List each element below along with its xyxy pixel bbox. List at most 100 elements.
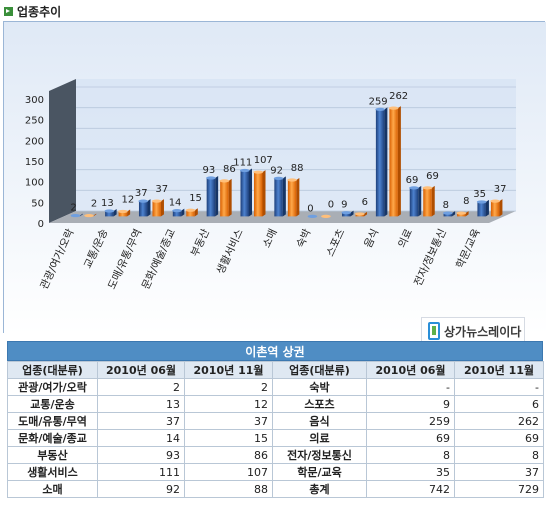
bar-side <box>181 208 185 217</box>
chart-side-wall <box>49 79 76 223</box>
bar-top <box>219 179 230 183</box>
bar <box>220 180 229 217</box>
bar-side <box>384 107 388 217</box>
bar-top <box>341 211 352 215</box>
arrow-bullet-icon <box>4 6 13 16</box>
bar-side <box>249 168 253 217</box>
bar <box>138 201 148 217</box>
bar-side <box>499 199 503 217</box>
value-cell: 69 <box>366 429 455 447</box>
y-tick-label: 200 <box>25 136 44 147</box>
chart-panel: 0 50 100 150 200 250 300 2 2 관광/여가/오락 13 12 교통/운송 37 3… <box>3 21 546 345</box>
category-cell: 부동산 <box>7 446 98 464</box>
bar-side <box>215 175 219 217</box>
bar-top <box>321 214 331 218</box>
summary-table: 업종(대분류) 2010년 06월 2010년 11월 업종(대분류) 2010… <box>7 361 544 498</box>
bar <box>375 109 385 217</box>
bar-side <box>147 199 151 217</box>
data-label: 6 <box>362 197 368 208</box>
bar-top <box>354 212 365 216</box>
bar <box>389 108 398 217</box>
bar <box>409 187 419 217</box>
bar-side <box>485 199 489 217</box>
data-label: 2 <box>70 203 76 214</box>
data-label: 15 <box>189 193 202 204</box>
value-cell: 2 <box>184 378 273 396</box>
data-label: 88 <box>291 163 304 174</box>
bar <box>240 170 250 217</box>
value-cell: 86 <box>184 446 273 464</box>
value-cell: 111 <box>97 463 185 481</box>
bar-top <box>375 107 385 111</box>
data-label: 69 <box>406 175 419 186</box>
table-row: 부동산 93 86 전자/정보통신 8 8 <box>7 446 544 464</box>
category-cell: 생활서비스 <box>7 463 98 481</box>
value-cell: 69 <box>454 429 544 447</box>
value-cell: 8 <box>366 446 455 464</box>
bar-top <box>388 106 399 110</box>
bar-side <box>452 211 456 217</box>
bar-top <box>138 199 149 203</box>
data-label: 35 <box>473 189 486 200</box>
data-label: 92 <box>270 165 283 176</box>
bar <box>105 211 114 217</box>
value-cell: 14 <box>97 429 185 447</box>
bar <box>172 210 182 217</box>
table-row: 관광/여가/오락 2 2 숙박 - - <box>7 378 544 396</box>
bar-side <box>350 210 354 217</box>
value-cell: 35 <box>366 463 455 481</box>
bar-top <box>206 176 216 180</box>
bar <box>423 187 432 217</box>
value-cell: 12 <box>184 395 273 413</box>
value-cell: 37 <box>184 412 273 430</box>
value-cell: 13 <box>97 395 185 413</box>
bar-top <box>70 213 81 218</box>
table-row: 도매/유통/무역 37 37 음식 259 262 <box>7 412 544 430</box>
bar-side <box>194 208 198 217</box>
bar-top <box>253 170 264 174</box>
category-cell: 학문/교육 <box>272 463 367 481</box>
bar-top <box>307 214 318 218</box>
bar-top <box>172 209 182 213</box>
data-label: 262 <box>389 91 408 102</box>
value-cell: 92 <box>97 480 185 498</box>
header-nov-left: 2010년 11월 <box>184 361 273 379</box>
data-label: 14 <box>169 198 182 209</box>
bar <box>206 177 216 217</box>
bar-top <box>118 209 128 214</box>
header-category-left: 업종(대분류) <box>7 361 98 379</box>
bar <box>118 211 128 217</box>
value-cell: 88 <box>184 480 273 498</box>
bar <box>443 213 453 217</box>
bar <box>457 213 466 217</box>
data-label: 12 <box>122 194 135 205</box>
header-nov-right: 2010년 11월 <box>454 361 544 379</box>
value-cell: 8 <box>454 446 544 464</box>
data-label: 86 <box>223 164 236 175</box>
category-cell: 전자/정보통신 <box>272 446 367 464</box>
value-cell: 37 <box>454 463 544 481</box>
data-label: 0 <box>328 199 334 210</box>
bar-side <box>228 178 232 217</box>
data-label: 37 <box>494 184 507 195</box>
data-label: 111 <box>233 158 252 169</box>
category-cell: 관광/여가/오락 <box>7 378 98 396</box>
category-cell: 도매/유통/무역 <box>7 412 98 430</box>
value-cell: 259 <box>366 412 455 430</box>
bar <box>274 178 283 217</box>
y-tick-label: 300 <box>25 95 44 106</box>
bar-side <box>364 211 368 217</box>
value-cell: 262 <box>454 412 544 430</box>
bar-side <box>465 211 469 217</box>
y-tick-label: 0 <box>38 219 44 230</box>
data-label: 8 <box>463 196 469 207</box>
value-cell: - <box>366 378 455 396</box>
value-cell: 6 <box>454 395 544 413</box>
bar-side <box>296 178 300 217</box>
category-cell: 의료 <box>272 429 367 447</box>
table-header-row: 업종(대분류) 2010년 06월 2010년 11월 업종(대분류) 2010… <box>7 361 544 379</box>
table-row: 생활서비스 111 107 학문/교육 35 37 <box>7 463 544 481</box>
bar-side <box>418 185 422 217</box>
data-label: 259 <box>369 96 388 107</box>
